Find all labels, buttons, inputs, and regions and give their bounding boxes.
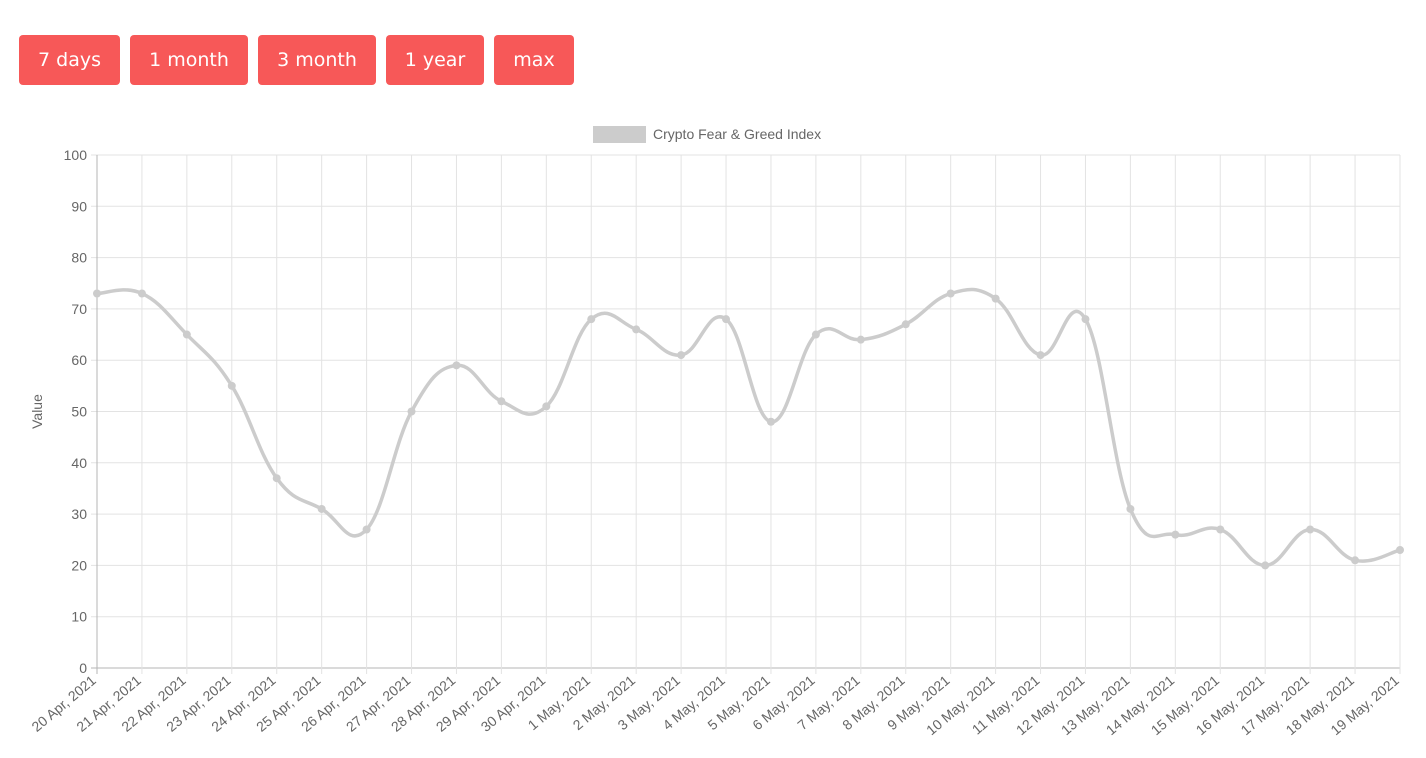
data-point[interactable] <box>542 402 551 411</box>
data-point[interactable] <box>137 289 146 298</box>
data-point[interactable] <box>722 315 731 324</box>
data-point[interactable] <box>182 330 191 339</box>
y-axis-title: Value <box>29 394 45 429</box>
data-point[interactable] <box>587 315 596 324</box>
y-tick-label: 50 <box>71 404 87 420</box>
data-point[interactable] <box>1036 351 1045 360</box>
data-point[interactable] <box>1216 525 1225 534</box>
data-point[interactable] <box>1126 504 1135 513</box>
range-1-month-button[interactable]: 1 month <box>130 35 248 85</box>
data-point[interactable] <box>317 504 326 513</box>
series-layer <box>93 287 1404 570</box>
data-point[interactable] <box>632 325 641 334</box>
range-max-button[interactable]: max <box>494 35 574 85</box>
data-point[interactable] <box>1081 315 1090 324</box>
legend-label: Crypto Fear & Greed Index <box>653 126 821 142</box>
y-tick-label: 60 <box>71 352 87 368</box>
y-tick-label: 20 <box>71 557 87 573</box>
data-point[interactable] <box>362 525 371 534</box>
data-point[interactable] <box>1306 525 1315 534</box>
y-tick-label: 0 <box>79 660 87 676</box>
data-point[interactable] <box>991 294 1000 303</box>
data-point[interactable] <box>1261 561 1270 570</box>
data-point[interactable] <box>1171 530 1180 539</box>
y-tick-label: 30 <box>71 506 87 522</box>
data-point[interactable] <box>901 320 910 329</box>
series-line <box>95 287 1402 568</box>
y-tick-label: 40 <box>71 455 87 471</box>
data-point[interactable] <box>1351 556 1360 565</box>
legend-swatch <box>593 126 646 143</box>
data-point[interactable] <box>856 335 865 344</box>
data-point[interactable] <box>766 417 775 426</box>
data-point[interactable] <box>946 289 955 298</box>
time-range-selector: 7 days 1 month 3 month 1 year max <box>19 35 574 85</box>
grid <box>91 154 1401 674</box>
data-point[interactable] <box>1396 546 1404 555</box>
data-point[interactable] <box>677 351 686 360</box>
legend[interactable]: Crypto Fear & Greed Index <box>593 126 821 143</box>
data-point[interactable] <box>407 407 416 416</box>
y-tick-label: 10 <box>71 609 87 625</box>
y-tick-label: 80 <box>71 250 87 266</box>
data-point[interactable] <box>497 397 506 406</box>
data-point[interactable] <box>93 289 101 298</box>
data-point[interactable] <box>227 381 236 390</box>
y-tick-label: 70 <box>71 301 87 317</box>
y-tick-label: 90 <box>71 198 87 214</box>
range-1-year-button[interactable]: 1 year <box>386 35 484 85</box>
range-7-days-button[interactable]: 7 days <box>19 35 120 85</box>
data-point[interactable] <box>811 330 820 339</box>
y-tick-label: 100 <box>64 147 88 163</box>
data-point[interactable] <box>452 361 461 370</box>
data-point[interactable] <box>272 474 281 483</box>
range-3-month-button[interactable]: 3 month <box>258 35 376 85</box>
